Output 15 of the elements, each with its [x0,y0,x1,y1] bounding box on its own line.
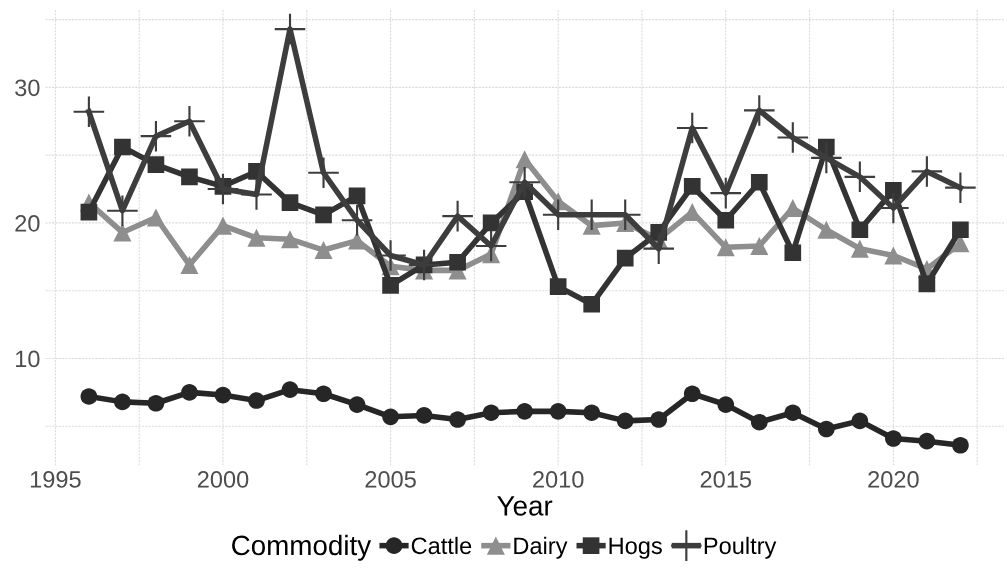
legend-label: Dairy [514,536,568,559]
legend-label: Cattle [411,536,472,555]
y-tick-label: 30 [15,79,40,97]
x-tick-label: 2020 [868,471,919,488]
legend-label: Hogs [609,537,662,559]
legend-title: Commodity [232,534,372,561]
legend-label: Poultry [704,536,777,559]
x-axis-title: Year [497,496,553,516]
x-tick-label: 1995 [30,471,81,488]
x-tick-label: 2005 [365,471,416,488]
y-tick-label: 20 [15,215,40,232]
x-tick-label: 2010 [533,471,584,488]
y-tick-label: 10 [15,350,40,368]
x-tick-label: 2015 [700,471,752,488]
x-tick-label: 2000 [197,471,249,488]
